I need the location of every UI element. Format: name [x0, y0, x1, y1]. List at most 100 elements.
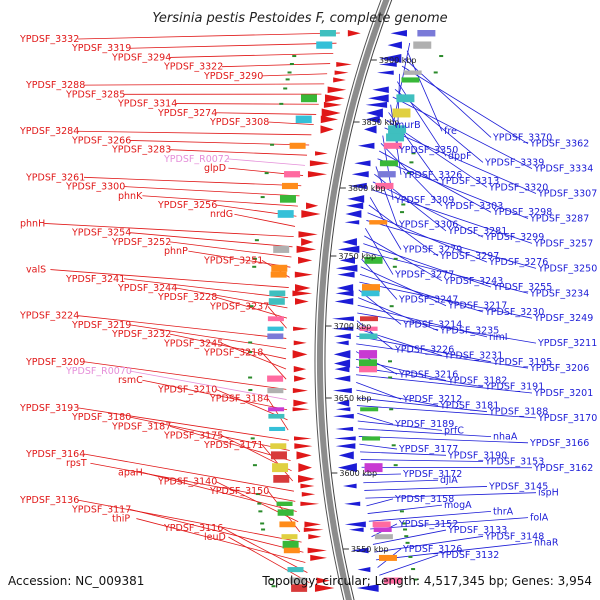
gene-label-reverse: YPDSF_3126: [402, 544, 462, 555]
label-leader-line: [388, 112, 439, 182]
gene-label-reverse: YPDSF_3307: [537, 189, 597, 200]
label-leader-line: [267, 121, 314, 126]
gene-label-reverse: YPDSF_3350: [398, 145, 458, 156]
label-leader-line: [355, 366, 484, 388]
gc-marker: [252, 265, 257, 268]
category-block: [359, 350, 378, 359]
gene-label-forward: YPDSF_3332: [19, 34, 79, 45]
label-leader-line: [129, 42, 337, 49]
label-leader-line: [129, 140, 310, 146]
gene-label-reverse: YPDSF_3249: [533, 313, 593, 324]
category-block: [378, 554, 397, 561]
label-leader-line: [123, 278, 289, 299]
gene-label-reverse: YPDSF_3172: [402, 469, 462, 480]
gene-label-reverse: YPDSF_3303: [443, 201, 503, 212]
reverse-gene-arrow: [357, 567, 371, 573]
label-leader-line: [370, 517, 529, 530]
gene-label-reverse: YPDSF_3132: [439, 550, 499, 561]
gene-label-forward: YPDSF_R0070: [65, 366, 132, 377]
category-block: [375, 182, 394, 190]
forward-gene-arrow: [292, 290, 313, 297]
reverse-gene-arrow: [342, 238, 357, 246]
category-block: [388, 125, 407, 134]
kbp-tick-label: 3600 kbp: [339, 469, 377, 478]
category-block: [273, 475, 290, 483]
forward-gene-arrow: [298, 256, 313, 264]
gene-label-forward: phnK: [118, 191, 143, 202]
category-block: [364, 256, 383, 264]
gene-label-forward: YPDSF_3218: [203, 348, 263, 359]
label-leader-line: [261, 73, 328, 77]
gene-label-forward: YPDSF_3319: [71, 43, 131, 54]
label-leader-line: [129, 508, 304, 553]
gc-marker: [389, 305, 394, 308]
gene-label-forward: YPDSF_3244: [117, 283, 177, 294]
reverse-gene-arrow: [336, 284, 354, 292]
label-leader-line: [364, 486, 488, 491]
gene-label-reverse: YPDSF_3217: [447, 301, 507, 312]
category-block: [319, 30, 336, 37]
gc-marker: [254, 239, 259, 242]
label-leader-line: [129, 232, 293, 248]
gene-label-reverse: YPDSF_3201: [533, 388, 593, 399]
category-block: [287, 567, 304, 573]
forward-gene-arrow: [294, 443, 313, 449]
gene-label-forward: YPDSF_3290: [203, 71, 263, 82]
label-leader-line: [367, 504, 443, 514]
gc-marker: [285, 78, 290, 81]
gc-marker: [388, 360, 393, 363]
gc-marker: [257, 502, 262, 505]
kbp-tick-label: 3800 kbp: [348, 184, 386, 193]
gene-label-forward: YPDSF_3284: [19, 126, 79, 137]
gc-marker: [393, 257, 398, 260]
reverse-gene-arrow: [333, 375, 351, 382]
gene-label-reverse: YPDSF_3334: [533, 164, 593, 175]
gene-label-forward: YPDSF_3184: [209, 394, 269, 405]
gc-marker: [407, 172, 412, 175]
gene-label-reverse: YPDSF_3152: [398, 519, 458, 530]
category-block: [369, 220, 388, 225]
label-leader-line: [188, 250, 291, 268]
forward-gene-arrow: [320, 125, 334, 134]
forward-gene-arrow: [307, 547, 327, 554]
gene-label-reverse: YPDSF_3279: [402, 245, 462, 256]
gene-label-reverse: nhaR: [534, 538, 559, 549]
category-block: [413, 41, 432, 49]
category-block: [403, 70, 422, 75]
category-block: [267, 333, 284, 340]
category-block: [272, 463, 289, 473]
gene-label-reverse: YPDSF_3276: [488, 257, 548, 268]
gene-label-forward: YPDSF_3261: [25, 172, 85, 183]
category-block: [417, 30, 436, 37]
gene-label-reverse: YPDSF_3133: [447, 525, 507, 536]
category-block: [270, 451, 287, 460]
gc-marker: [401, 522, 406, 525]
category-block: [362, 436, 381, 441]
label-leader-line: [129, 370, 287, 400]
kbp-tick-label: 3550 kbp: [351, 545, 389, 554]
category-block: [379, 160, 398, 167]
gene-label-reverse: YPDSF_3250: [537, 263, 597, 274]
label-leader-line: [396, 81, 447, 157]
accession-text: Accession: NC_009381: [8, 574, 144, 588]
gene-label-forward: YPDSF_3175: [163, 431, 223, 442]
gc-marker: [248, 389, 253, 392]
reverse-gene-arrow: [387, 41, 402, 49]
reverse-gene-arrow: [342, 483, 357, 489]
forward-gene-arrow: [300, 483, 315, 489]
label-leader-line: [136, 518, 306, 563]
forward-gene-arrow: [336, 62, 352, 67]
gc-marker: [248, 376, 253, 379]
gene-label-forward: YPDSF_3266: [71, 135, 131, 146]
label-leader-line: [374, 535, 484, 553]
gene-label-reverse: YPDSF_3298: [492, 207, 552, 218]
label-leader-line: [372, 181, 484, 238]
kbp-tick-label: 3650 kbp: [334, 394, 372, 403]
reverse-gene-arrow: [348, 527, 364, 532]
gene-label-reverse: thrA: [493, 506, 514, 517]
label-leader-line: [142, 195, 298, 207]
gene-label-forward: YPDSF_3136: [19, 495, 79, 506]
gene-label-reverse: YPDSF_3195: [492, 357, 552, 368]
forward-gene-arrow: [321, 108, 341, 118]
label-leader-line: [365, 492, 537, 499]
